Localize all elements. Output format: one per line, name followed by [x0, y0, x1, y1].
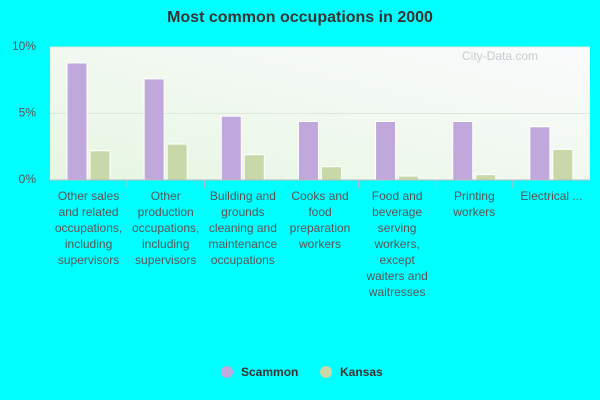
x-tick-label: Other sales and related occupations, inc…	[54, 189, 123, 267]
x-tick-label: Printing workers	[453, 189, 496, 219]
bar	[452, 120, 474, 181]
x-tick-label: Other production occupations, including …	[132, 189, 200, 267]
x-tick-label: Cooks and food preparation workers	[289, 189, 351, 251]
bar	[297, 120, 319, 181]
x-tick-label: Building and grounds cleaning and mainte…	[208, 189, 278, 267]
y-tick-label: 10%	[12, 39, 36, 53]
chart-title: Most common occupations in 2000	[167, 9, 433, 26]
y-tick-label: 5%	[19, 106, 37, 120]
legend-swatch	[221, 366, 233, 378]
legend-label: Kansas	[340, 365, 383, 379]
bar	[89, 150, 111, 181]
bar	[243, 154, 265, 181]
x-tick-label: Electrical ...	[520, 189, 583, 203]
x-tick-label: Food and beverage serving workers, excep…	[366, 189, 428, 299]
bar	[66, 62, 88, 181]
y-tick-label: 0%	[19, 172, 37, 186]
legend-label: Scammon	[241, 365, 298, 379]
watermark: City-Data.com	[462, 49, 538, 63]
bar	[375, 120, 397, 181]
legend-swatch	[320, 366, 332, 378]
bar	[552, 148, 574, 181]
bar	[529, 126, 551, 181]
bar	[143, 78, 165, 181]
bar	[475, 174, 497, 181]
bar	[220, 115, 242, 181]
bar	[166, 143, 188, 181]
bar	[398, 175, 420, 181]
bar	[320, 166, 342, 181]
